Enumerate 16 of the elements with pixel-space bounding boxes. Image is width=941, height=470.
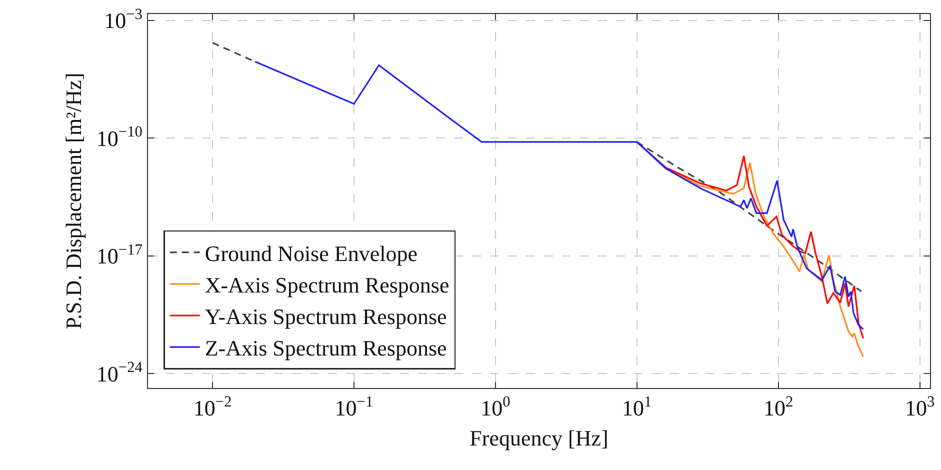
x-axis-title: Frequency [Hz] <box>470 425 608 450</box>
y-tick-label: 10$^{−10}$ <box>96 124 143 151</box>
legend-label: Z-Axis Spectrum Response <box>204 336 447 361</box>
legend-label: X-Axis Spectrum Response <box>204 272 450 298</box>
x-tick-label: 10$^{0}$ <box>480 393 511 420</box>
x-tick-label: 10$^{−2}$ <box>193 393 232 420</box>
y-axis-title: P.S.D. Displacement [m²/Hz] <box>61 72 86 330</box>
x-tick-label: 10$^{2}$ <box>764 393 794 420</box>
x-tick-label: 10$^{−1}$ <box>334 393 374 420</box>
x-tick-label: 10$^{3}$ <box>904 393 935 420</box>
legend-label: Y-Axis Spectrum Response <box>204 304 447 330</box>
y-tick-label: 10$^{−24}$ <box>96 359 143 386</box>
y-tick-label: 10$^{−17}$ <box>96 241 143 269</box>
y-tick-label: 10$^{−3}$ <box>104 6 143 34</box>
legend-label: Ground Noise Envelope <box>204 240 418 266</box>
x-tick-label: 10$^{1}$ <box>622 393 652 420</box>
